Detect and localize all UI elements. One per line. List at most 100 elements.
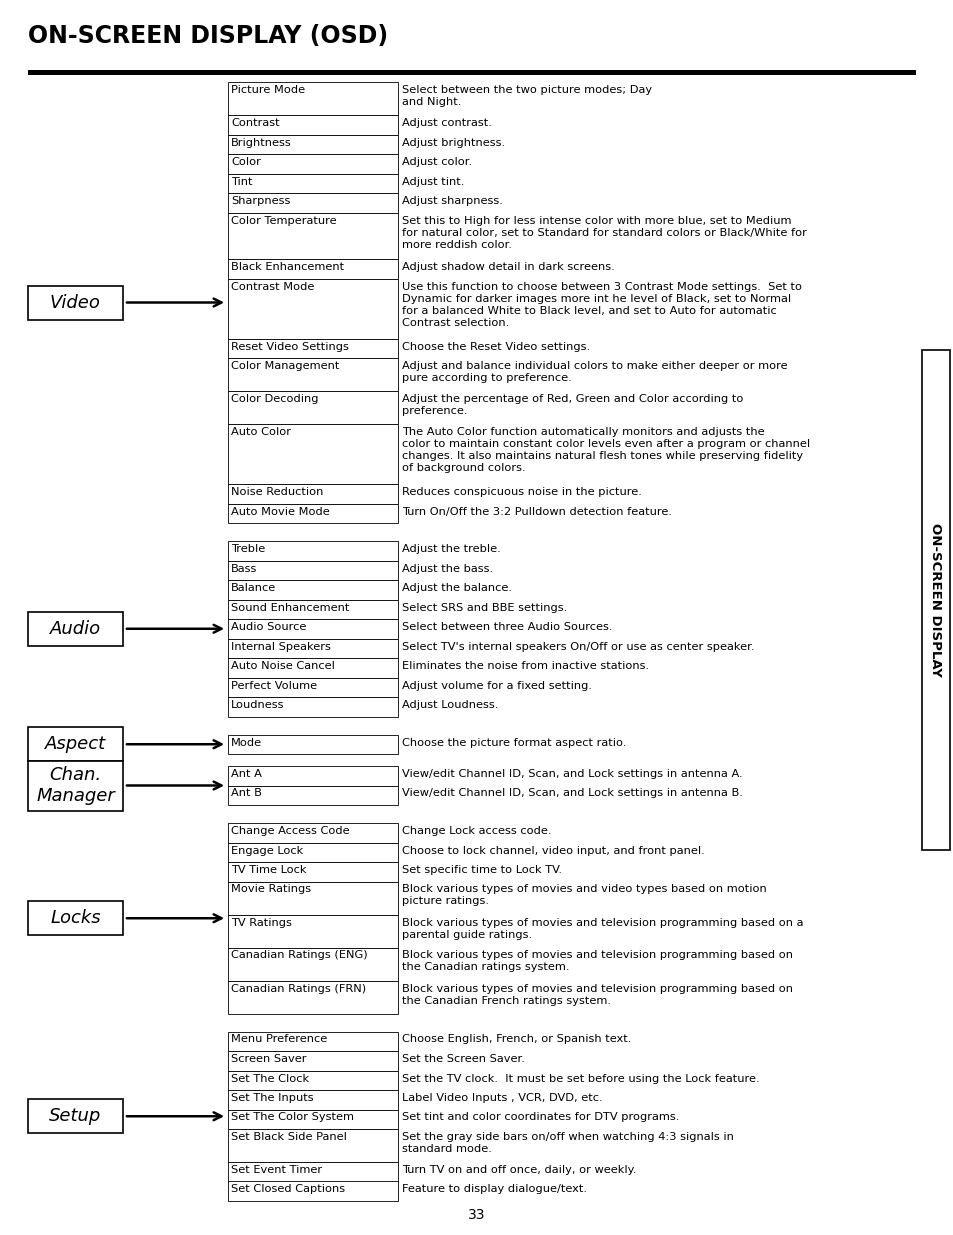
Text: Auto Movie Mode: Auto Movie Mode (231, 506, 330, 516)
Bar (228, 1182, 397, 1200)
Bar (228, 484, 397, 504)
Text: View/edit Channel ID, Scan, and Lock settings in antenna B.: View/edit Channel ID, Scan, and Lock set… (401, 788, 742, 799)
Text: Select between three Audio Sources.: Select between three Audio Sources. (401, 622, 612, 632)
Bar (228, 173, 397, 193)
Bar (228, 82, 397, 115)
Text: Set this to High for less intense color with more blue, set to Medium
for natura: Set this to High for less intense color … (401, 215, 806, 249)
Text: Brightness: Brightness (231, 137, 292, 147)
Text: Internal Speakers: Internal Speakers (231, 641, 331, 652)
Text: Locks: Locks (51, 909, 101, 927)
Text: Perfect Volume: Perfect Volume (231, 680, 316, 690)
Bar (228, 1071, 397, 1091)
Bar (228, 658, 397, 678)
Text: Set Black Side Panel: Set Black Side Panel (231, 1132, 347, 1142)
Bar (228, 391, 397, 424)
Bar (228, 424, 397, 484)
Bar (228, 135, 397, 154)
Text: Set Closed Captions: Set Closed Captions (231, 1184, 345, 1194)
Bar (28, 611, 123, 646)
Bar (228, 115, 397, 135)
Text: Sharpness: Sharpness (231, 196, 290, 206)
Bar (228, 1109, 397, 1129)
Text: Select SRS and BBE settings.: Select SRS and BBE settings. (401, 603, 567, 613)
Text: Auto Color: Auto Color (231, 427, 291, 437)
Text: Adjust the bass.: Adjust the bass. (401, 563, 493, 573)
Bar (28, 1099, 123, 1134)
Text: Balance: Balance (231, 583, 276, 593)
Text: Adjust contrast.: Adjust contrast. (401, 119, 492, 128)
Text: Canadian Ratings (ENG): Canadian Ratings (ENG) (231, 951, 367, 961)
Text: Set The Inputs: Set The Inputs (231, 1093, 314, 1103)
Bar (228, 947, 397, 981)
Bar (228, 1031, 397, 1051)
Text: Loudness: Loudness (231, 700, 284, 710)
Text: Auto Noise Cancel: Auto Noise Cancel (231, 661, 335, 671)
Text: Engage Lock: Engage Lock (231, 846, 303, 856)
Text: Block various types of movies and television programming based on
the Canadian r: Block various types of movies and televi… (401, 951, 792, 972)
Bar (228, 358, 397, 391)
Text: Choose English, French, or Spanish text.: Choose English, French, or Spanish text. (401, 1035, 631, 1045)
Text: Ant B: Ant B (231, 788, 262, 799)
Text: Contrast Mode: Contrast Mode (231, 282, 314, 291)
Bar (28, 69, 915, 74)
Text: Choose the picture format aspect ratio.: Choose the picture format aspect ratio. (401, 737, 626, 747)
Bar (228, 619, 397, 638)
Text: Screen Saver: Screen Saver (231, 1053, 306, 1065)
Text: Adjust color.: Adjust color. (401, 157, 472, 167)
Text: Color Management: Color Management (231, 361, 339, 370)
Text: Set The Color System: Set The Color System (231, 1113, 354, 1123)
Bar (228, 766, 397, 785)
Text: Adjust the treble.: Adjust the treble. (401, 543, 500, 555)
Bar (228, 914, 397, 947)
Text: Set the gray side bars on/off when watching 4:3 signals in
standard mode.: Set the gray side bars on/off when watch… (401, 1132, 733, 1153)
Text: TV Ratings: TV Ratings (231, 918, 292, 927)
Bar (228, 785, 397, 805)
Text: ON-SCREEN DISPLAY: ON-SCREEN DISPLAY (928, 524, 942, 677)
Text: Label Video Inputs , VCR, DVD, etc.: Label Video Inputs , VCR, DVD, etc. (401, 1093, 602, 1103)
Bar (228, 599, 397, 619)
Text: Noise Reduction: Noise Reduction (231, 487, 323, 496)
Text: Adjust shadow detail in dark screens.: Adjust shadow detail in dark screens. (401, 262, 614, 272)
Text: Adjust sharpness.: Adjust sharpness. (401, 196, 502, 206)
Text: ON-SCREEN DISPLAY (OSD): ON-SCREEN DISPLAY (OSD) (28, 23, 388, 48)
Text: Setup: Setup (50, 1108, 102, 1125)
Text: Feature to display dialogue/text.: Feature to display dialogue/text. (401, 1184, 586, 1194)
Text: Choose the Reset Video settings.: Choose the Reset Video settings. (401, 342, 590, 352)
Text: Aspect: Aspect (45, 735, 106, 753)
Bar (228, 338, 397, 358)
Text: 33: 33 (468, 1208, 485, 1221)
Text: Set Event Timer: Set Event Timer (231, 1165, 322, 1174)
Bar (228, 580, 397, 599)
Text: Picture Mode: Picture Mode (231, 85, 305, 95)
Bar (228, 1129, 397, 1162)
Text: Adjust the balance.: Adjust the balance. (401, 583, 512, 593)
Text: Movie Ratings: Movie Ratings (231, 884, 311, 894)
Text: Chan.
Manager: Chan. Manager (36, 766, 114, 805)
Text: Set tint and color coordinates for DTV programs.: Set tint and color coordinates for DTV p… (401, 1113, 679, 1123)
Text: Mode: Mode (231, 737, 262, 747)
Text: Adjust the percentage of Red, Green and Color according to
preference.: Adjust the percentage of Red, Green and … (401, 394, 742, 416)
Bar (28, 727, 123, 761)
Bar (228, 697, 397, 716)
Text: Change Lock access code.: Change Lock access code. (401, 826, 551, 836)
Text: Menu Preference: Menu Preference (231, 1035, 327, 1045)
Bar (228, 823, 397, 842)
Bar (228, 212, 397, 259)
Bar (228, 154, 397, 173)
Text: TV Time Lock: TV Time Lock (231, 864, 306, 876)
Text: Canadian Ratings (FRN): Canadian Ratings (FRN) (231, 983, 366, 993)
Text: Audio Source: Audio Source (231, 622, 306, 632)
Bar (228, 842, 397, 862)
Bar (228, 259, 397, 279)
Text: Reduces conspicuous noise in the picture.: Reduces conspicuous noise in the picture… (401, 487, 641, 496)
Bar (228, 638, 397, 658)
Bar (28, 902, 123, 935)
Text: Select TV's internal speakers On/Off or use as center speaker.: Select TV's internal speakers On/Off or … (401, 641, 754, 652)
Text: Adjust Loudness.: Adjust Loudness. (401, 700, 497, 710)
Text: Adjust volume for a fixed setting.: Adjust volume for a fixed setting. (401, 680, 592, 690)
Text: Eliminates the noise from inactive stations.: Eliminates the noise from inactive stati… (401, 661, 648, 671)
Text: Reset Video Settings: Reset Video Settings (231, 342, 349, 352)
Bar (921, 350, 949, 850)
Text: Block various types of movies and television programming based on a
parental gui: Block various types of movies and televi… (401, 918, 802, 940)
Bar (228, 981, 397, 1014)
